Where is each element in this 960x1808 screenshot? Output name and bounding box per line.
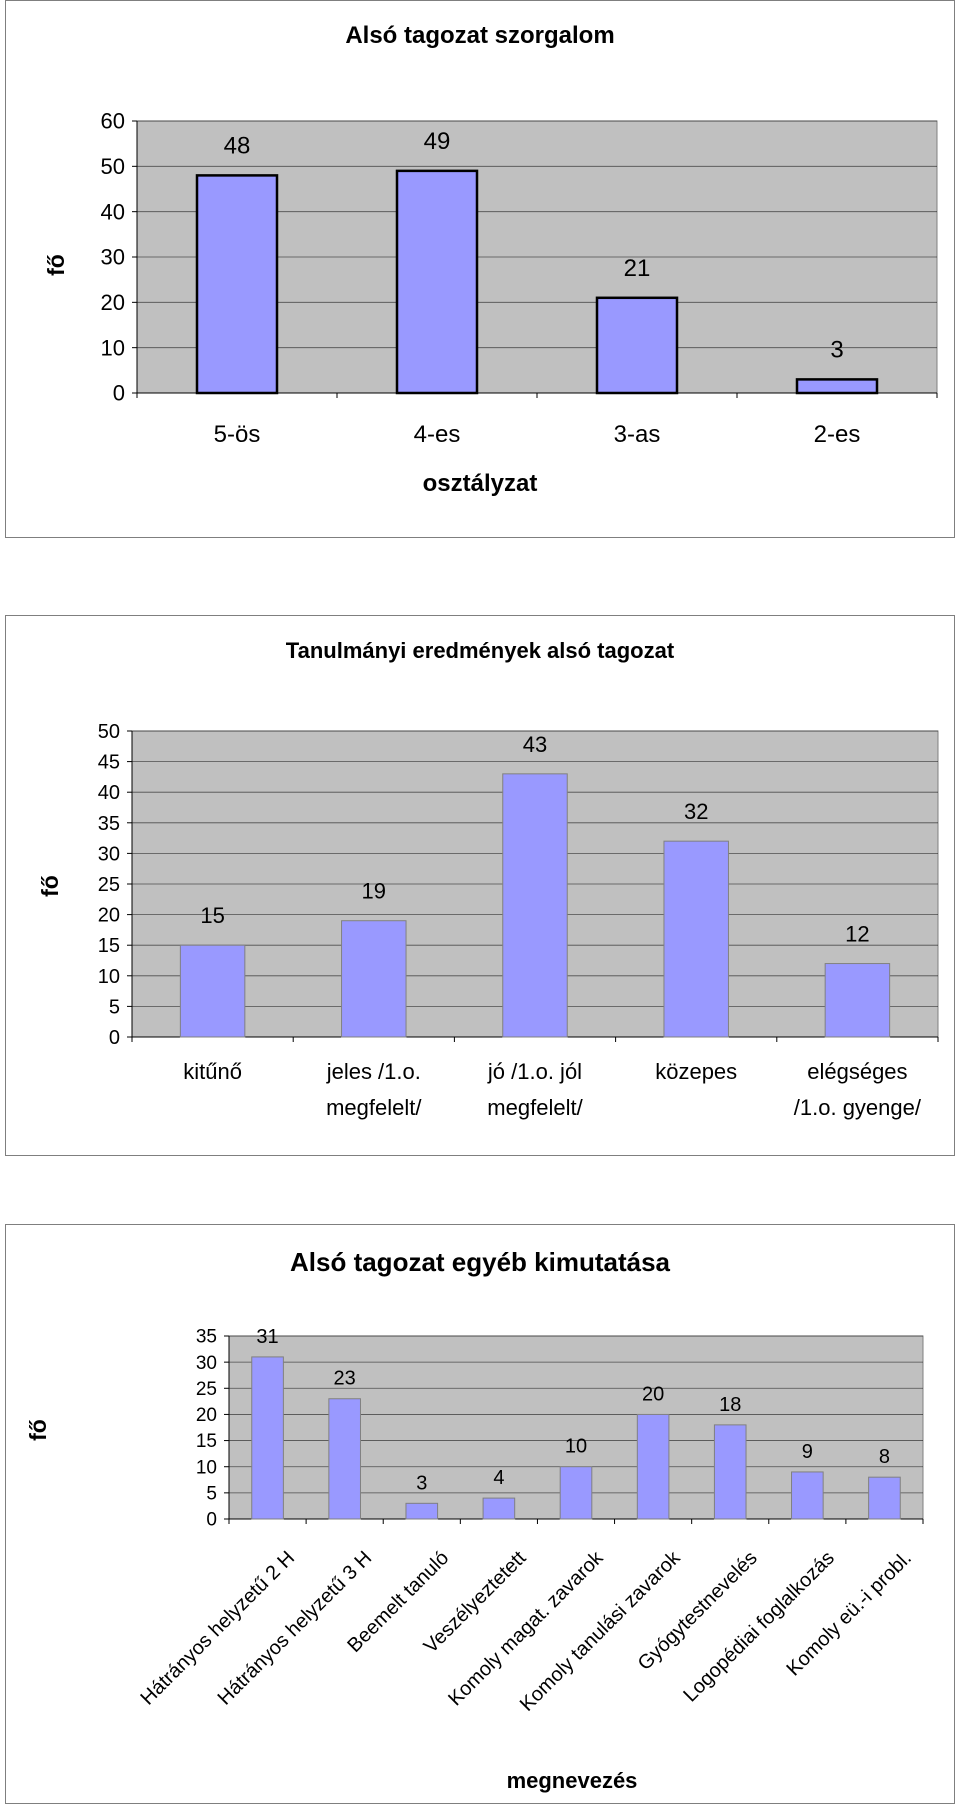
y-tick-label: 60 xyxy=(101,109,125,134)
data-label: 4 xyxy=(493,1467,504,1489)
y-tick-label: 25 xyxy=(196,1379,217,1400)
y-tick-label: 20 xyxy=(196,1405,217,1426)
data-label: 3 xyxy=(416,1472,427,1494)
y-axis-label: fő xyxy=(25,1419,51,1441)
y-tick-label: 0 xyxy=(113,381,125,406)
category-label: Logopédiai foglalkozás xyxy=(679,1547,838,1706)
y-tick-label: 30 xyxy=(101,245,125,270)
data-label: 15 xyxy=(200,903,224,928)
chart-title: Alsó tagozat egyéb kimutatása xyxy=(290,1247,671,1277)
chart-title: Tanulmányi eredmények alsó tagozat xyxy=(286,638,675,663)
chart-panel-tanulmanyi: Tanulmányi eredmények alsó tagozat fő 0 5… xyxy=(5,615,955,1156)
category-label: jó /1.o. jól xyxy=(487,1059,582,1084)
data-label: 10 xyxy=(565,1436,587,1458)
bar xyxy=(482,1497,516,1520)
y-tick-label: 40 xyxy=(98,782,120,804)
data-label: 8 xyxy=(879,1446,890,1468)
bar xyxy=(663,840,729,1038)
category-label: megfelelt/ xyxy=(326,1095,422,1120)
y-tick-label: 5 xyxy=(206,1484,217,1505)
y-tick-label: 45 xyxy=(98,752,120,774)
y-tick-label: 10 xyxy=(196,1457,217,1478)
data-label: 3 xyxy=(830,336,843,363)
y-axis-label: fő xyxy=(43,254,69,276)
y-tick-label: 20 xyxy=(101,290,125,315)
data-label: 9 xyxy=(802,1441,813,1463)
data-label: 32 xyxy=(684,799,708,824)
y-tick-label: 20 xyxy=(98,905,120,927)
data-label: 21 xyxy=(624,255,651,282)
data-label: 48 xyxy=(224,132,251,159)
x-axis-label: megnevezés xyxy=(507,1768,638,1793)
category-label: közepes xyxy=(655,1059,737,1084)
chart-panel-szorgalom: Alsó tagozat szorgalom fő osztályzat 0 10… xyxy=(5,0,955,538)
data-label: 43 xyxy=(523,732,547,757)
y-tick-label: 35 xyxy=(196,1327,217,1348)
bar xyxy=(559,1466,593,1520)
y-axis-label: fő xyxy=(37,875,63,897)
category-label: /1.o. gyenge/ xyxy=(794,1095,922,1120)
y-tick-label: 25 xyxy=(98,874,120,896)
y-tick-label: 15 xyxy=(98,935,120,957)
y-tick-label: 50 xyxy=(98,721,120,743)
bar xyxy=(636,1413,670,1520)
chart-title: Alsó tagozat szorgalom xyxy=(345,22,614,49)
bar xyxy=(868,1476,901,1520)
data-label: 18 xyxy=(719,1394,741,1416)
chart-panel-egyeb: Alsó tagozat egyéb kimutatása fő megneve… xyxy=(5,1224,955,1804)
y-tick-label: 0 xyxy=(109,1027,120,1049)
category-label: jeles /1.o. xyxy=(326,1059,421,1084)
bar xyxy=(328,1398,361,1520)
category-label: kitűnő xyxy=(183,1059,242,1084)
y-tick-label: 50 xyxy=(101,154,125,179)
y-tick-label: 10 xyxy=(101,335,125,360)
chart-egyeb: Alsó tagozat egyéb kimutatása fő megneve… xyxy=(25,1247,924,1793)
bar xyxy=(795,378,879,395)
category-label: 5-ös xyxy=(214,421,261,448)
bar xyxy=(791,1471,824,1520)
bar xyxy=(251,1356,284,1520)
data-label: 49 xyxy=(424,128,451,155)
bar xyxy=(502,773,568,1038)
category-label: Hátrányos helyzetű 3 H xyxy=(214,1547,377,1710)
category-label: elégséges xyxy=(807,1059,907,1084)
data-label: 20 xyxy=(642,1383,664,1405)
y-tick-label: 40 xyxy=(101,199,125,224)
chart-tanulmanyi: Tanulmányi eredmények alsó tagozat fő 0 5… xyxy=(37,638,939,1120)
category-label: Hátrányos helyzetű 2 H xyxy=(137,1547,300,1710)
data-label: 19 xyxy=(362,879,386,904)
bar xyxy=(341,920,407,1038)
category-label: Komoly magat. zavarok xyxy=(444,1546,608,1710)
category-label: Komoly tanulási zavarok xyxy=(516,1546,686,1716)
category-label: 2-es xyxy=(814,421,861,448)
category-label: 3-as xyxy=(614,421,661,448)
bar xyxy=(179,944,246,1038)
bar xyxy=(405,1502,439,1520)
y-tick-label: 15 xyxy=(196,1431,217,1452)
bar xyxy=(824,963,891,1038)
bar xyxy=(395,169,479,395)
data-label: 23 xyxy=(334,1368,356,1390)
y-tick-label: 30 xyxy=(98,843,120,865)
y-tick-label: 0 xyxy=(206,1510,217,1531)
x-axis-label: osztályzat xyxy=(423,470,538,497)
data-label: 31 xyxy=(256,1326,278,1348)
y-tick-label: 10 xyxy=(98,966,120,988)
bar xyxy=(195,174,279,395)
category-label: 4-es xyxy=(414,421,461,448)
category-label: megfelelt/ xyxy=(487,1095,583,1120)
bar xyxy=(713,1424,747,1520)
y-tick-label: 30 xyxy=(196,1353,217,1374)
y-tick-label: 35 xyxy=(98,813,120,835)
data-label: 12 xyxy=(845,922,869,947)
bar xyxy=(595,296,679,395)
y-tick-label: 5 xyxy=(109,996,120,1018)
chart-szorgalom: Alsó tagozat szorgalom fő osztályzat 0 10… xyxy=(43,22,938,497)
